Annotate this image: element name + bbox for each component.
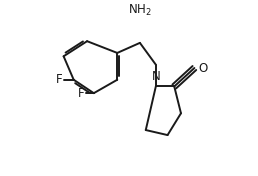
Text: F: F <box>78 87 85 100</box>
Text: F: F <box>56 73 63 86</box>
Text: N: N <box>151 70 160 83</box>
Text: O: O <box>199 62 208 74</box>
Text: NH$_2$: NH$_2$ <box>128 3 152 18</box>
